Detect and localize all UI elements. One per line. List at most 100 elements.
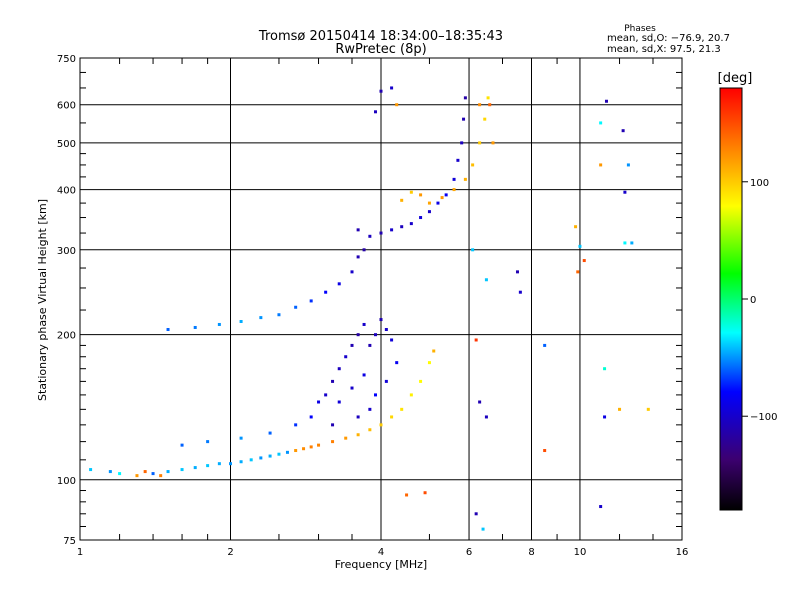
y-tick-label: 750 (57, 54, 76, 65)
data-point (440, 196, 444, 200)
x-axis-ticks: 1 2 4 6 8 10 16 (77, 58, 689, 558)
x-tick-label: 10 (574, 547, 587, 558)
data-point (229, 462, 232, 466)
data-point (400, 198, 404, 202)
chart-title: Tromsø 20150414 18:34:00–18:35:43 (258, 29, 503, 44)
x-tick-label: 1 (77, 547, 83, 558)
y-axis-label: Stationary phase Virtual Height [km] (36, 199, 49, 401)
x-tick-label: 6 (466, 547, 472, 558)
data-point (362, 248, 366, 252)
data-point (427, 201, 431, 205)
data-point (379, 423, 383, 427)
data-point (419, 379, 423, 383)
data-point (409, 393, 413, 397)
data-point (166, 328, 170, 332)
data-point (409, 222, 413, 226)
data-point (463, 96, 467, 100)
y-tick-label: 300 (57, 246, 76, 257)
data-point (294, 305, 298, 309)
x-tick-label: 4 (378, 547, 384, 558)
data-point (344, 436, 348, 440)
data-point (324, 290, 328, 294)
data-point (285, 450, 289, 454)
data-point (239, 320, 243, 324)
y-tick-label: 200 (57, 331, 76, 342)
data-point (268, 431, 272, 435)
data-point (599, 505, 603, 509)
data-point (515, 270, 519, 274)
data-point (409, 190, 413, 194)
data-point (337, 400, 341, 404)
data-point (646, 407, 650, 411)
data-point (543, 449, 547, 453)
data-point (180, 468, 184, 472)
data-point (379, 89, 383, 93)
data-point (362, 322, 366, 326)
data-point (259, 316, 263, 320)
data-point (427, 361, 431, 365)
data-point (518, 290, 522, 294)
data-point (368, 407, 372, 411)
data-point (317, 443, 321, 447)
data-point (118, 472, 122, 476)
y-tick-label: 400 (57, 186, 76, 197)
data-point (217, 462, 221, 466)
data-point (337, 282, 341, 286)
data-point (331, 379, 335, 383)
data-point (427, 210, 431, 214)
data-point (419, 193, 423, 197)
colorbar-tick-label: 100 (750, 178, 769, 189)
data-point (400, 225, 404, 229)
data-point (390, 338, 394, 342)
data-point (180, 443, 184, 447)
data-point (362, 373, 366, 377)
x-tick-label: 2 (227, 547, 233, 558)
data-point (483, 117, 487, 121)
data-point (390, 86, 394, 90)
data-point (206, 464, 210, 468)
data-point (356, 433, 360, 437)
stats-line-x: mean, sd,X: 97.5, 21.3 (607, 44, 721, 55)
data-point (390, 415, 394, 419)
data-point (478, 141, 482, 145)
data-point (384, 328, 388, 332)
data-point (356, 333, 360, 337)
data-point (309, 299, 313, 303)
data-point (630, 241, 634, 245)
data-point (374, 110, 378, 114)
plot-frame (79, 57, 683, 541)
data-point (217, 322, 221, 326)
data-point (159, 474, 163, 478)
colorbar-tick-label: 0 (750, 295, 756, 306)
data-point (603, 415, 607, 419)
data-point (395, 361, 399, 365)
data-point (621, 129, 625, 133)
colorbar-label: [deg] (718, 71, 753, 86)
chart-subtitle: RwPretec (8p) (335, 42, 426, 57)
data-point (368, 234, 372, 238)
data-point (151, 472, 155, 476)
data-point (309, 445, 313, 449)
data-point (368, 343, 372, 347)
data-point (543, 343, 547, 347)
data-point (419, 216, 423, 220)
data-point (143, 470, 147, 474)
data-point (423, 491, 427, 495)
data-point (356, 415, 360, 419)
data-point (259, 456, 263, 460)
x-axis-label: Frequency [MHz] (335, 558, 427, 571)
y-axis-ticks: 75 100 200 300 400 500 600 750 (57, 54, 682, 547)
data-point (626, 163, 630, 167)
data-point (463, 177, 467, 181)
data-point (578, 244, 582, 248)
data-point (166, 470, 170, 474)
stats-line-o: mean, sd,O: −76.9, 20.7 (607, 33, 730, 44)
data-point (484, 415, 488, 419)
colorbar-ticks: 100 0 −100 (742, 178, 777, 423)
data-point (368, 428, 372, 432)
data-point (462, 117, 466, 121)
data-point (344, 355, 348, 359)
y-tick-label: 100 (57, 476, 76, 487)
x-tick-label: 16 (676, 547, 689, 558)
